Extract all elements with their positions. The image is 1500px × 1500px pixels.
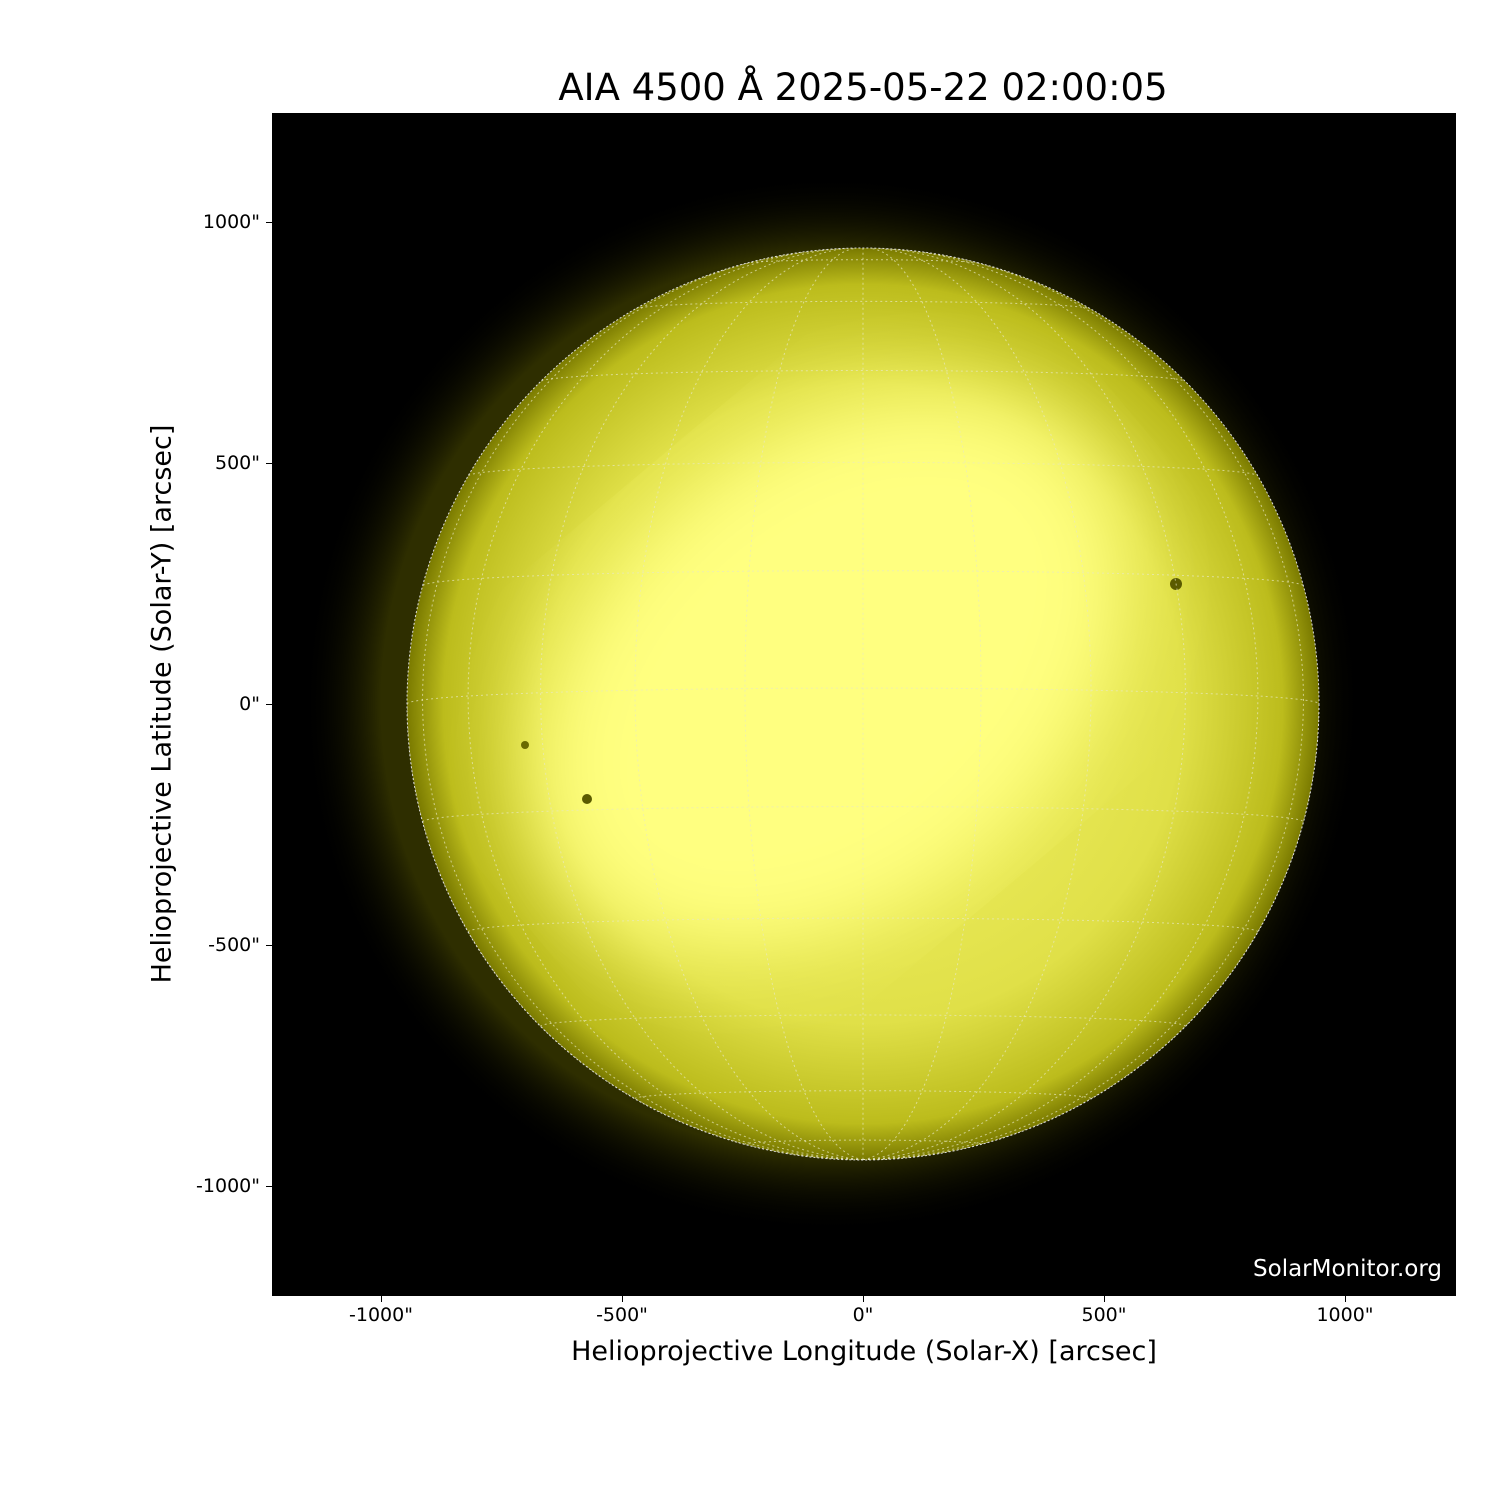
sunspot: [521, 741, 529, 749]
y-tick: [266, 463, 272, 464]
latitude-grid-line: [468, 461, 1258, 477]
x-tick-label: 500": [1081, 1304, 1127, 1326]
x-tick: [863, 1296, 864, 1302]
y-tick: [266, 222, 272, 223]
longitude-grid-line: [862, 248, 1186, 1160]
x-tick: [1345, 1296, 1346, 1302]
y-tick: [266, 1186, 272, 1187]
watermark: SolarMonitor.org: [1253, 1256, 1442, 1282]
latitude-grid-line: [467, 917, 1259, 933]
x-tick-label: -1000": [349, 1304, 413, 1326]
longitude-grid-line: [540, 248, 864, 1160]
x-tick: [622, 1296, 623, 1302]
x-tick-label: -500": [596, 1304, 648, 1326]
x-tick-label: 0": [852, 1304, 874, 1326]
y-tick-label: -500": [208, 934, 260, 956]
solar-image: [272, 113, 1456, 1296]
x-tick: [1104, 1296, 1105, 1302]
x-tick-label: 1000": [1316, 1304, 1374, 1326]
x-axis-label: Helioprojective Longitude (Solar-X) [arc…: [571, 1336, 1157, 1367]
longitude-grid-line: [744, 248, 864, 1160]
longitude-grid-line: [862, 248, 1092, 1160]
limb: [406, 247, 1320, 1161]
longitude-grid-line: [421, 251, 864, 1160]
latitude-grid-line: [540, 1014, 1186, 1027]
longitude-grid-line: [634, 248, 864, 1160]
y-axis-label: Helioprojective Latitude (Solar-Y) [arcs…: [146, 424, 178, 984]
y-tick: [266, 704, 272, 705]
latitude-grid-line: [744, 1139, 982, 1146]
longitude-grid-line: [862, 248, 982, 1160]
sunspot: [582, 794, 592, 804]
latitude-grid-line: [541, 370, 1185, 382]
longitude-grid-line: [862, 248, 1259, 1160]
latitude-grid-line: [422, 806, 1304, 823]
y-tick-label: -1000": [196, 1175, 260, 1197]
chart-title: AIA 4500 Å 2025-05-22 02:00:05: [558, 66, 1168, 109]
latitude-grid-line: [746, 259, 980, 264]
y-tick-label: 0": [239, 693, 260, 715]
bright-region: [539, 397, 1125, 949]
latitude-grid-line: [422, 570, 1304, 586]
longitude-grid-line: [862, 251, 1305, 1160]
y-tick-label: 500": [214, 452, 260, 474]
x-tick: [381, 1296, 382, 1302]
y-tick-label: 1000": [202, 211, 260, 233]
longitude-grid-line: [862, 703, 1319, 1160]
latitude-grid-line: [635, 300, 1091, 310]
longitude-grid-line: [467, 248, 864, 1160]
y-tick: [266, 945, 272, 946]
